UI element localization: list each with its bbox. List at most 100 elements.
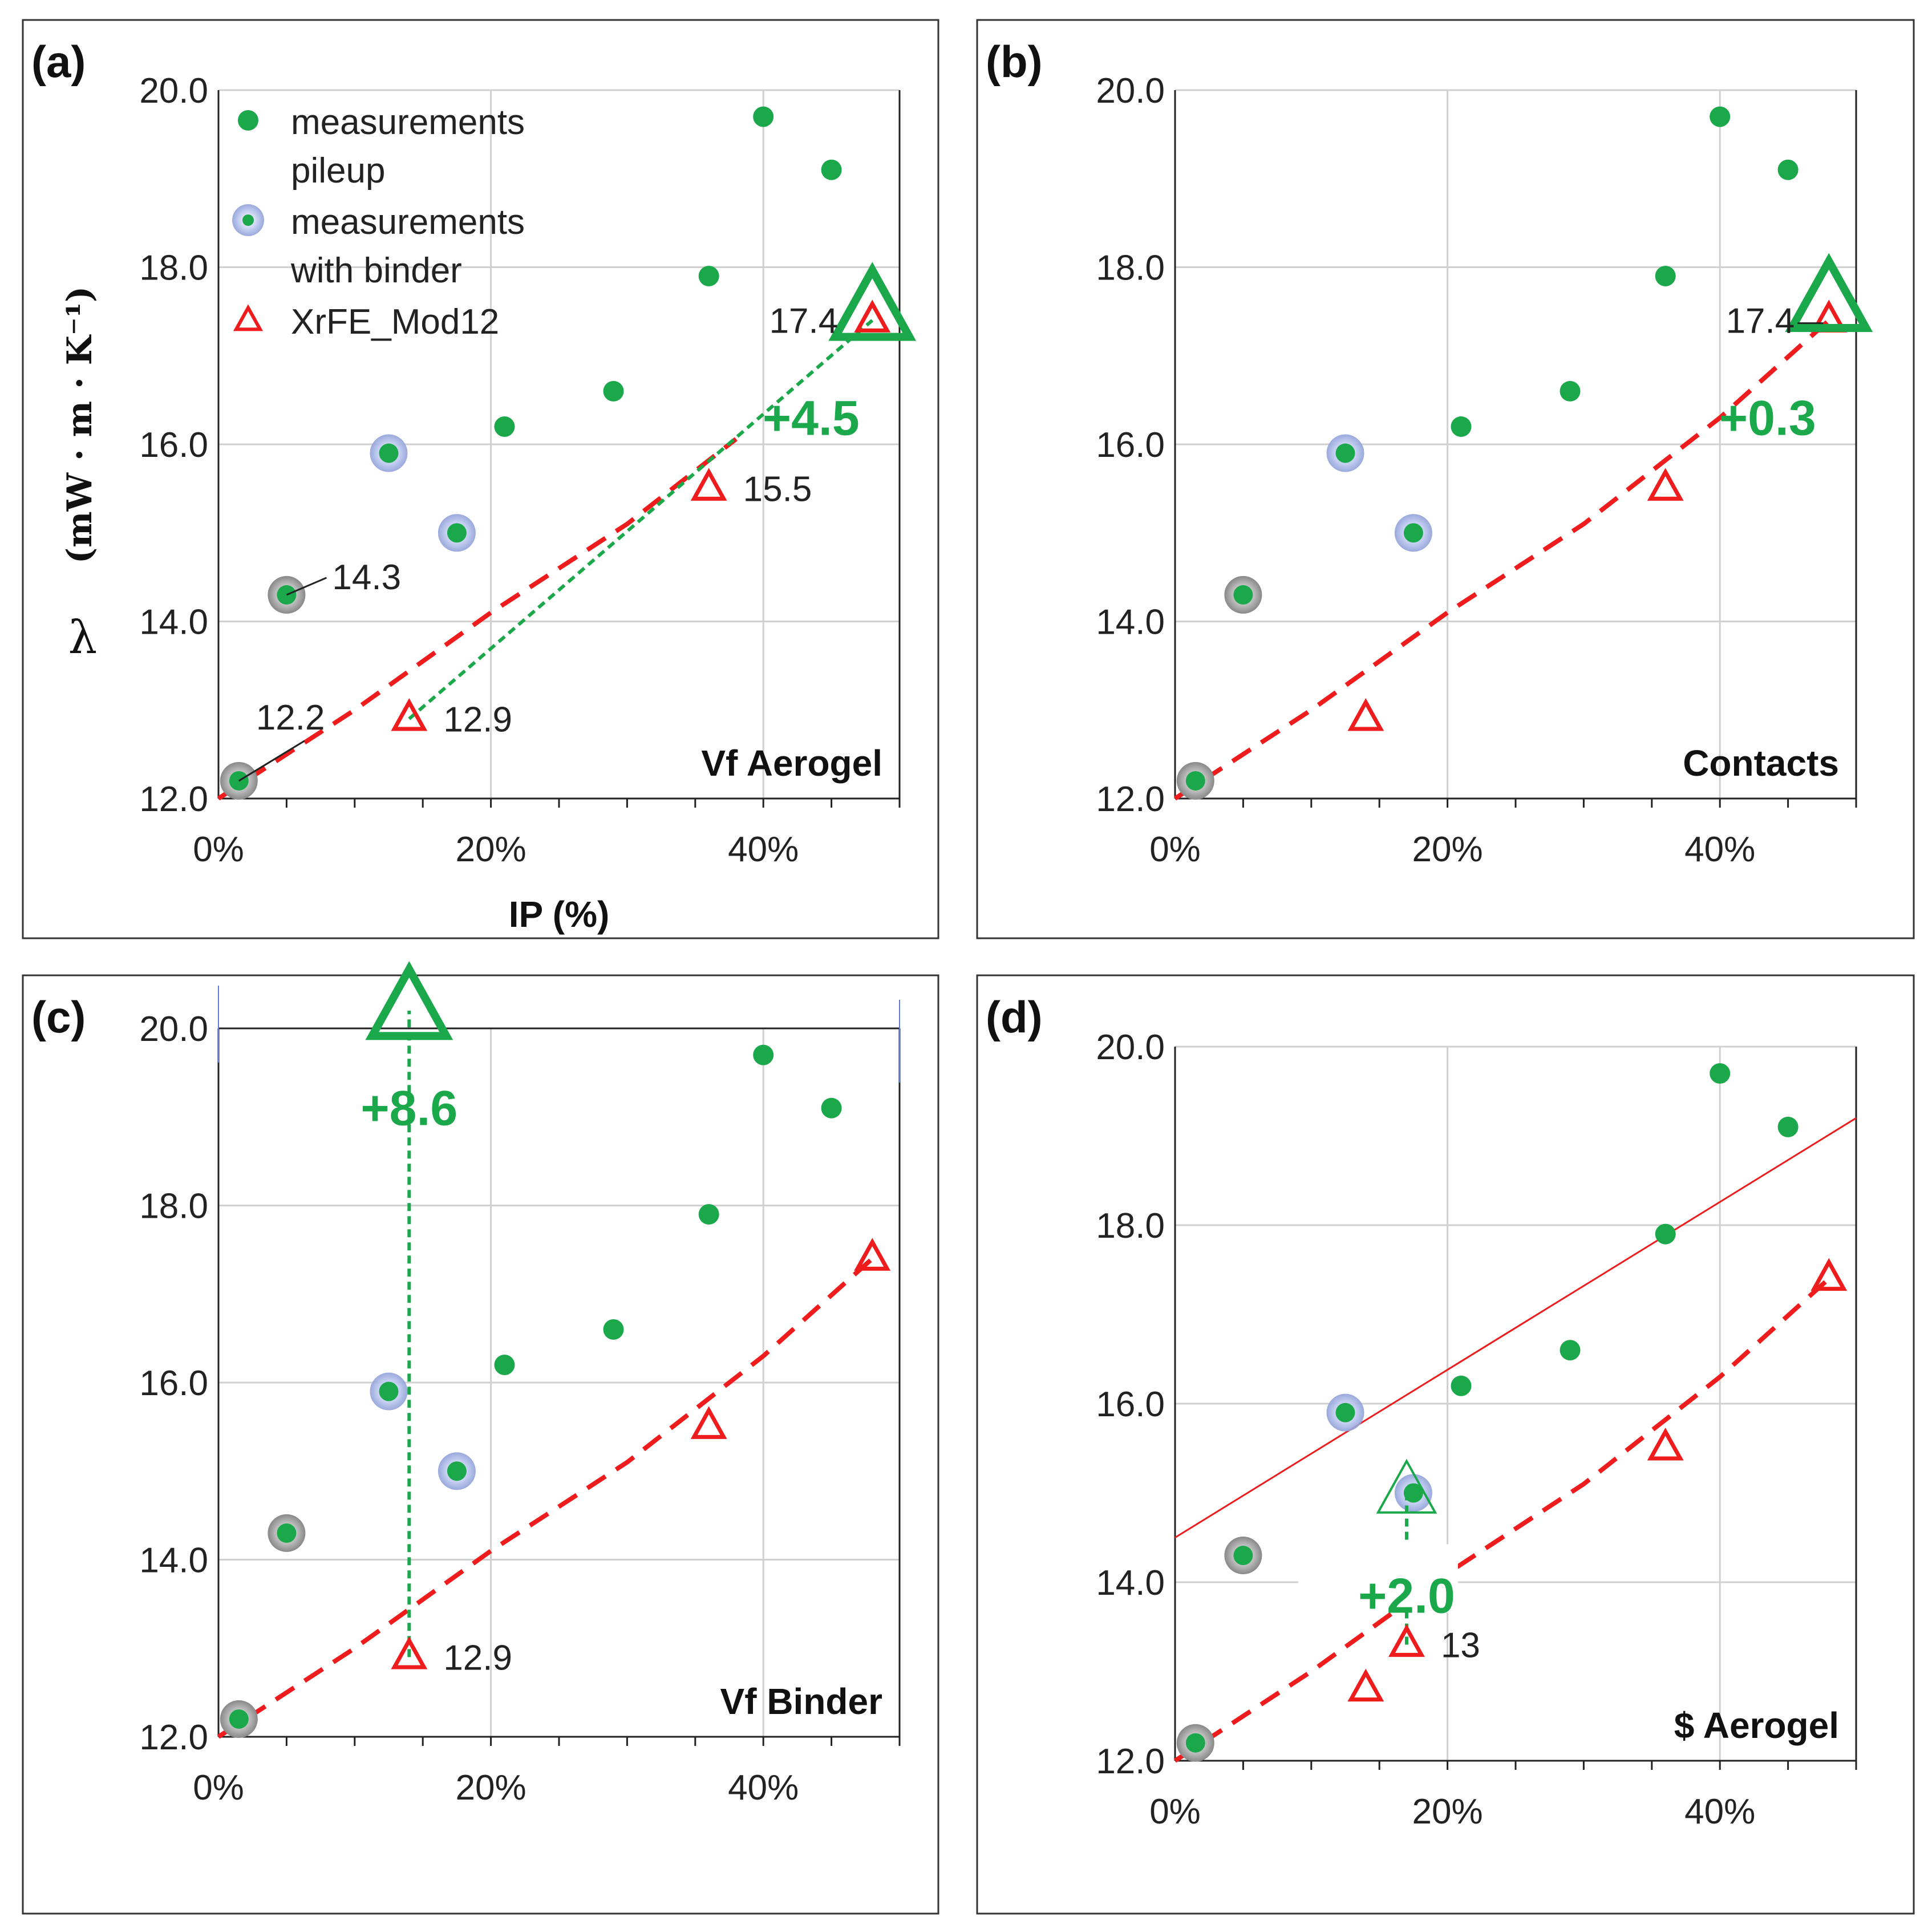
measurement-pileup-point: [494, 1354, 515, 1375]
x-tick-label: 0%: [193, 830, 244, 869]
measurement-pileup-point: [1710, 1063, 1731, 1084]
panel-frame: [976, 974, 1915, 1915]
measurement-binder-point: [447, 523, 467, 543]
y-tick-label: 18.0: [1096, 249, 1165, 288]
highlight-triangle: [1785, 253, 1873, 333]
highlight-triangle: [365, 961, 453, 1040]
panel-c: 12.0 14.0 16.0 18.0 20.0 0% 20% 40% (c) Vf Binder…: [22, 961, 939, 1915]
annotation-leader: [286, 577, 327, 596]
measurement-pileup-point: [821, 1097, 842, 1119]
panel-label: (a): [31, 37, 86, 87]
x-tick-label: 20%: [456, 1768, 526, 1808]
legend-label: measurements: [291, 202, 525, 242]
y-tick-label: 12.0: [1096, 1742, 1165, 1781]
annotation-leader: [238, 740, 305, 782]
x-tick-label: 40%: [1684, 830, 1755, 869]
measurement-pileup-point: [1777, 159, 1799, 180]
data-label: 12.2: [256, 698, 325, 737]
x-tick-label: 40%: [728, 830, 799, 869]
delta-value: +0.3: [1719, 391, 1816, 445]
model-triangle: [854, 1238, 891, 1271]
measurement-binder-point: [1233, 1546, 1253, 1566]
model-triangle: [391, 1636, 428, 1669]
measurement-pileup-point: [603, 380, 624, 402]
model-triangle: [854, 299, 891, 333]
model-trend-line: [1173, 318, 1830, 801]
measurement-pileup-point: [1655, 266, 1676, 287]
panel-tag: Vf Aerogel: [701, 743, 882, 784]
model-trend-line: [217, 437, 738, 801]
model-triangle: [1647, 1428, 1684, 1461]
legend-label: measurements: [291, 103, 525, 142]
y-tick-label: 20.0: [1096, 71, 1165, 111]
panel-tag: Vf Binder: [720, 1681, 882, 1722]
measurement-pileup-point: [1560, 380, 1581, 402]
data-label: 12.9: [443, 1638, 512, 1677]
measurement-pileup-point: [1560, 1340, 1581, 1361]
model-triangle: [690, 468, 727, 501]
highlight-triangle: [1376, 1458, 1437, 1514]
data-label: 14.3: [332, 558, 401, 597]
measurement-binder-point: [379, 1381, 399, 1401]
x-tick-label: 20%: [456, 830, 526, 869]
x-tick-label: 0%: [193, 1768, 244, 1808]
measurement-pileup-point: [1451, 1375, 1472, 1396]
panel-label: (d): [986, 992, 1043, 1042]
y-tick-label: 12.0: [139, 780, 208, 819]
panel-tag: $ Aerogel: [1674, 1705, 1839, 1746]
panel-frame: [22, 974, 939, 1915]
measurement-pileup-point: [753, 1044, 774, 1065]
delta-value: +8.6: [361, 1081, 457, 1136]
measurement-pileup-point: [698, 266, 719, 287]
data-label: 12.9: [443, 700, 512, 739]
model-trend-line: [217, 1257, 874, 1739]
x-axis-title: IP (%): [509, 894, 610, 935]
y-tick-label: 16.0: [139, 1364, 208, 1403]
measurement-binder-point: [1335, 1403, 1355, 1423]
measurement-binder-point: [1185, 771, 1205, 791]
y-tick-label: 16.0: [139, 425, 208, 465]
data-label: 15.5: [743, 470, 812, 509]
model-triangle: [1388, 1624, 1425, 1657]
measurement-pileup-point: [603, 1319, 624, 1340]
y-axis-symbol: λ: [68, 611, 98, 664]
measurement-pileup-point: [698, 1204, 719, 1225]
data-label: 17.4: [1726, 302, 1795, 341]
measurement-pileup-point: [1655, 1223, 1676, 1245]
highlight-triangle: [828, 262, 917, 341]
legend: measurements pileup measurements with binde…: [232, 103, 525, 342]
legend-marker-pileup: [238, 110, 258, 131]
data-label: 13: [1441, 1626, 1480, 1665]
measurement-binder-point: [229, 1709, 249, 1729]
x-tick-label: 0%: [1149, 1792, 1201, 1831]
y-tick-label: 20.0: [1096, 1028, 1165, 1067]
y-tick-label: 14.0: [1096, 1563, 1165, 1603]
measurement-pileup-point: [1777, 1116, 1799, 1137]
measurement-binder-point: [447, 1461, 467, 1481]
measurement-pileup-point: [494, 416, 515, 437]
y-tick-label: 16.0: [1096, 1385, 1165, 1424]
y-tick-label: 14.0: [139, 1541, 208, 1581]
y-tick-label: 18.0: [1096, 1206, 1165, 1246]
panel-b: 12.0 14.0 16.0 18.0 20.0 0% 20% 40% (b) Contacts +…: [976, 19, 1915, 939]
y-axis-unit: (mW · m · K⁻¹): [60, 286, 100, 564]
y-tick-label: 14.0: [1096, 603, 1165, 642]
measurement-pileup-point: [821, 159, 842, 180]
y-tick-label: 12.0: [1096, 780, 1165, 819]
model-trend-line: [1173, 1276, 1830, 1763]
measurement-pileup-point: [1451, 416, 1472, 437]
legend-label: XrFE_Mod12: [291, 302, 499, 342]
measurement-binder-point: [1233, 585, 1253, 605]
data-label: 17.4: [769, 302, 839, 341]
fit-line: [1174, 1117, 1857, 1539]
measurement-binder-point: [1403, 1483, 1423, 1503]
x-tick-label: 20%: [1412, 830, 1483, 869]
measurement-pileup-point: [1710, 106, 1731, 127]
model-triangle: [1347, 1668, 1384, 1702]
x-tick-label: 20%: [1412, 1792, 1483, 1831]
measurement-binder-point: [1185, 1733, 1205, 1753]
delta-text-background: [1298, 1544, 1458, 1613]
y-tick-label: 12.0: [139, 1718, 208, 1757]
measurement-binder-point: [277, 1523, 297, 1543]
